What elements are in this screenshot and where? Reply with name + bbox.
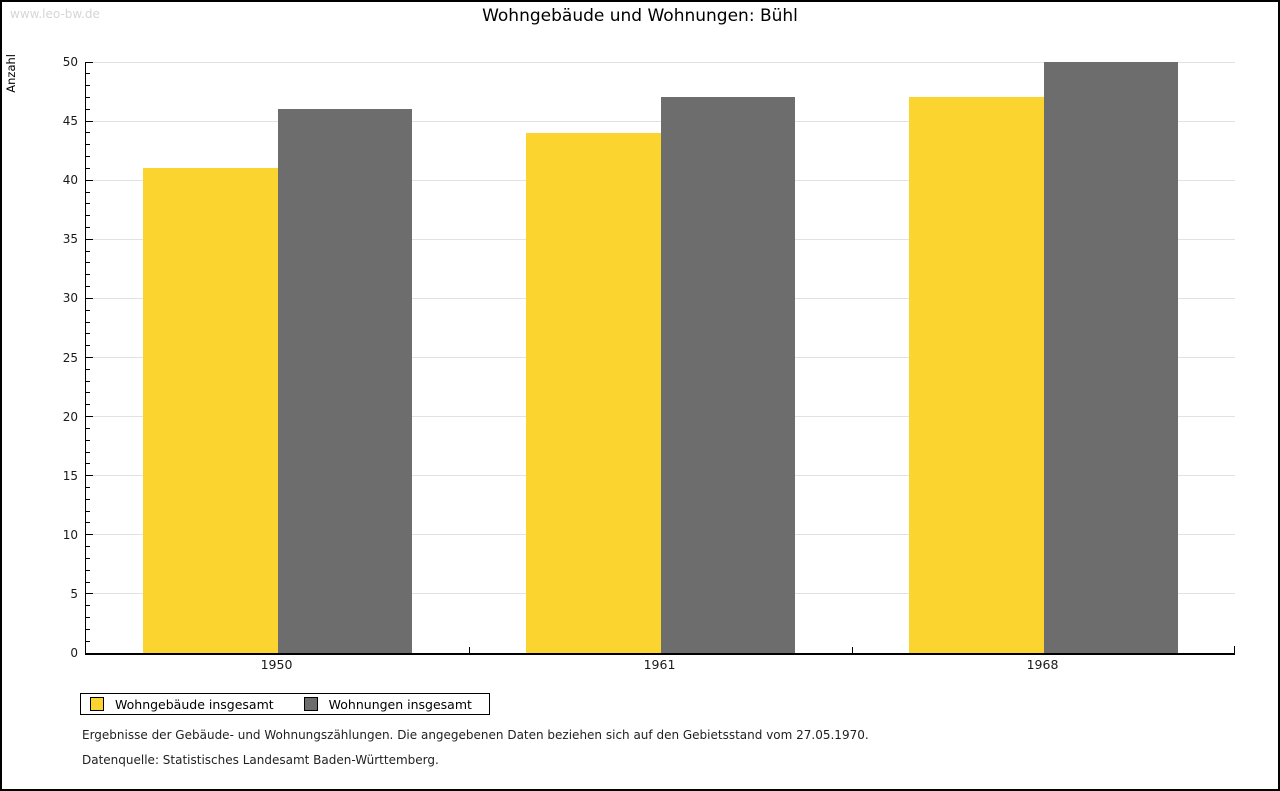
y-tick-label: 10 bbox=[62, 527, 78, 542]
y-minor-tick bbox=[86, 156, 90, 158]
y-major-tick bbox=[86, 534, 93, 536]
y-minor-tick bbox=[86, 640, 90, 642]
x-boundary-tick bbox=[469, 647, 470, 653]
y-major-tick bbox=[86, 416, 93, 418]
y-tick-label: 40 bbox=[62, 173, 78, 188]
bar-wohnungen-1968 bbox=[1043, 62, 1178, 653]
y-minor-tick bbox=[86, 250, 90, 252]
y-minor-tick bbox=[86, 191, 90, 193]
y-major-tick bbox=[86, 357, 93, 358]
y-tick-label: 35 bbox=[62, 232, 78, 247]
y-minor-tick bbox=[86, 569, 90, 571]
y-major-tick bbox=[86, 120, 93, 122]
footnote-line1: Ergebnisse der Gebäude- und Wohnungszähl… bbox=[82, 728, 869, 742]
y-minor-tick bbox=[86, 345, 90, 347]
x-axis-tick-labels: 1950 1961 1968 bbox=[85, 657, 1234, 675]
x-boundary-tick bbox=[852, 647, 853, 653]
y-minor-tick bbox=[86, 439, 90, 441]
y-minor-tick bbox=[86, 73, 90, 75]
y-minor-tick bbox=[86, 510, 90, 512]
y-major-tick bbox=[86, 652, 93, 654]
y-minor-tick bbox=[86, 167, 90, 169]
y-tick-label: 50 bbox=[62, 55, 78, 69]
y-minor-tick bbox=[86, 144, 90, 146]
y-minor-tick bbox=[86, 108, 90, 110]
y-minor-tick bbox=[86, 132, 90, 134]
y-minor-tick bbox=[86, 546, 90, 548]
y-minor-tick bbox=[86, 498, 90, 500]
y-major-tick bbox=[86, 297, 93, 299]
y-minor-tick bbox=[86, 85, 90, 87]
gridline bbox=[86, 61, 1235, 63]
legend-label: Wohngebäude insgesamt bbox=[115, 696, 274, 712]
y-major-tick bbox=[86, 475, 93, 477]
x-tick-label: 1961 bbox=[643, 657, 676, 672]
y-minor-tick bbox=[86, 274, 90, 276]
x-tick-label: 1968 bbox=[1026, 657, 1059, 672]
y-tick-label: 20 bbox=[62, 409, 78, 424]
bar-wohnungen-1950 bbox=[277, 109, 412, 653]
bar-wohngebaeude-1950 bbox=[143, 168, 278, 653]
y-minor-tick bbox=[86, 321, 90, 323]
y-minor-tick bbox=[86, 380, 90, 382]
legend-item-wohnungen: Wohnungen insgesamt bbox=[303, 696, 472, 712]
y-tick-label: 25 bbox=[62, 350, 78, 365]
y-minor-tick bbox=[86, 581, 90, 583]
y-minor-tick bbox=[86, 404, 90, 406]
y-minor-tick bbox=[86, 215, 90, 217]
y-tick-label: 5 bbox=[70, 586, 78, 601]
plot-area bbox=[85, 61, 1235, 655]
y-minor-tick bbox=[86, 427, 90, 429]
y-minor-tick bbox=[86, 557, 90, 559]
y-minor-tick bbox=[86, 392, 90, 394]
y-minor-tick bbox=[86, 522, 90, 524]
bar-wohngebaeude-1968 bbox=[909, 97, 1044, 653]
y-minor-tick bbox=[86, 463, 90, 465]
y-axis-tick-labels: 0 5 10 15 20 25 30 35 40 45 50 bbox=[2, 55, 78, 660]
x-axis-end-cap bbox=[1234, 646, 1235, 653]
y-major-tick bbox=[86, 238, 93, 240]
watermark-text: www.leo-bw.de bbox=[10, 7, 100, 21]
y-minor-tick bbox=[86, 487, 90, 489]
y-minor-tick bbox=[86, 96, 90, 98]
x-tick-label: 1950 bbox=[260, 657, 293, 672]
y-tick-label: 30 bbox=[62, 291, 78, 306]
y-minor-tick bbox=[86, 333, 90, 335]
y-minor-tick bbox=[86, 203, 90, 205]
y-major-tick bbox=[86, 593, 93, 595]
footnote-line2: Datenquelle: Statistisches Landesamt Bad… bbox=[82, 753, 439, 767]
y-minor-tick bbox=[86, 451, 90, 453]
y-minor-tick bbox=[86, 605, 90, 607]
chart-title: Wohngebäude und Wohnungen: Bühl bbox=[482, 6, 798, 26]
y-tick-label: 15 bbox=[62, 468, 78, 483]
bar-wohnungen-1961 bbox=[660, 97, 795, 653]
y-minor-tick bbox=[86, 262, 90, 264]
y-major-tick bbox=[86, 179, 93, 181]
legend-item-wohngebaeude: Wohngebäude insgesamt bbox=[90, 697, 274, 712]
legend: Wohngebäude insgesamt Wohnungen insgesam… bbox=[80, 693, 490, 715]
legend-swatch-gray-icon bbox=[303, 697, 318, 711]
y-minor-tick bbox=[86, 226, 90, 228]
y-minor-tick bbox=[86, 286, 90, 288]
y-tick-label: 45 bbox=[62, 114, 78, 129]
y-tick-label: 0 bbox=[70, 646, 78, 660]
y-minor-tick bbox=[86, 617, 90, 619]
y-minor-tick bbox=[86, 368, 90, 370]
legend-swatch-yellow-icon bbox=[90, 697, 104, 711]
bar-wohngebaeude-1961 bbox=[526, 132, 661, 653]
legend-label: Wohnungen insgesamt bbox=[328, 696, 472, 712]
y-minor-tick bbox=[86, 628, 90, 630]
y-minor-tick bbox=[86, 309, 90, 311]
y-major-tick bbox=[86, 62, 93, 63]
